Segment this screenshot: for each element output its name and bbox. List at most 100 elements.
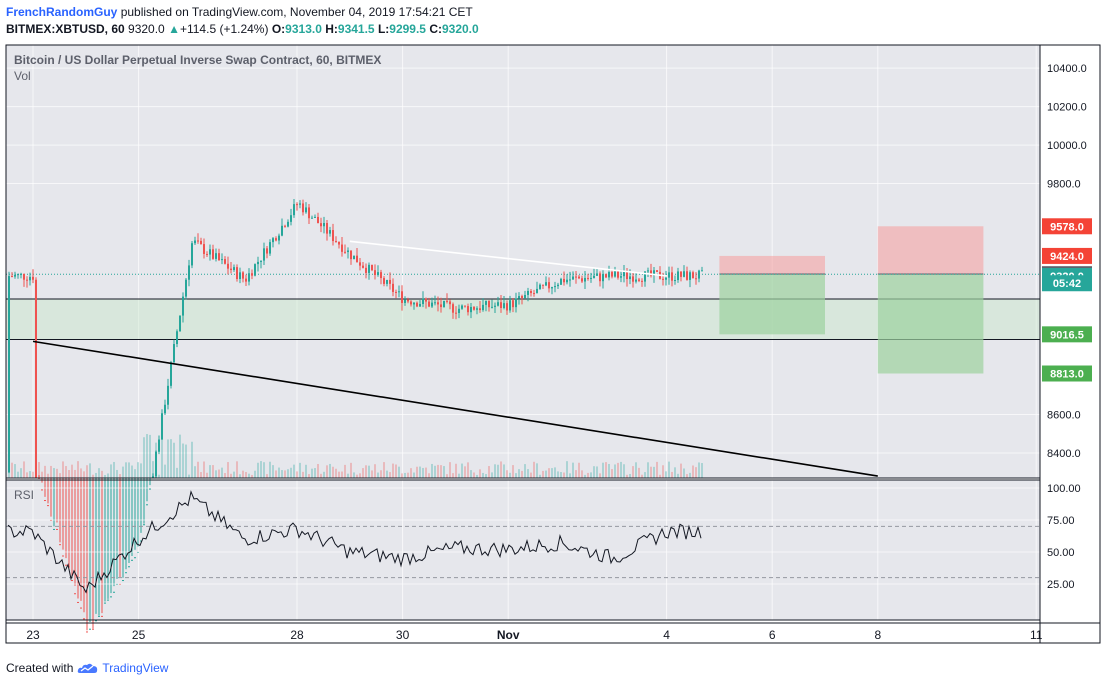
volume-bar	[452, 473, 454, 478]
volume-bar	[161, 439, 163, 478]
open-value: 9313.0	[285, 22, 322, 36]
candle-body	[164, 404, 166, 414]
price-tag-label: 8813.0	[1050, 369, 1084, 381]
candle-body	[11, 276, 13, 278]
volume-bar	[524, 464, 526, 478]
volume-bar	[353, 472, 355, 478]
price-tick-label: 8400.0	[1047, 448, 1081, 460]
low-value: 9299.5	[389, 22, 426, 36]
volume-bar	[461, 463, 463, 478]
volume-bar	[395, 464, 397, 478]
candle-body	[212, 249, 214, 259]
price-tag-label: 9016.5	[1050, 329, 1084, 341]
volume-bar	[77, 461, 79, 478]
candle-body	[617, 271, 619, 278]
volume-bar	[380, 470, 382, 478]
candle-body	[323, 223, 325, 227]
volume-bar	[341, 471, 343, 478]
volume-bar	[218, 469, 220, 478]
volume-bar	[362, 468, 364, 478]
volume-bar	[398, 466, 400, 478]
candle-body	[695, 278, 697, 280]
candle-body	[479, 308, 481, 311]
candle-body	[197, 240, 199, 242]
high-value: 9341.5	[337, 22, 375, 36]
candle-body	[575, 276, 577, 278]
volume-bar	[365, 465, 367, 478]
candle-body	[272, 238, 274, 243]
volume-bar	[194, 466, 196, 478]
price-tick-label: 10000.0	[1047, 140, 1087, 152]
candle-body	[392, 283, 394, 292]
candle-body	[542, 284, 544, 286]
candle-body	[59, 544, 61, 546]
trendline	[32, 340, 878, 477]
candle-body	[404, 299, 406, 303]
volume-bar	[263, 462, 265, 478]
candle-body	[209, 249, 211, 255]
candle-body	[608, 272, 610, 278]
volume-bar	[326, 465, 328, 478]
volume-bar	[626, 474, 628, 478]
volume-bar	[299, 462, 301, 478]
candle-body	[80, 607, 82, 609]
volume-bar	[560, 472, 562, 478]
volume-bar	[698, 462, 700, 478]
tradingview-logo[interactable]: TradingView	[77, 661, 168, 675]
volume-bar	[59, 473, 61, 478]
candle-body	[581, 278, 583, 282]
candle-body	[218, 253, 220, 261]
volume-bar	[506, 470, 508, 478]
volume-bar	[629, 473, 631, 478]
volume-bar	[230, 473, 232, 478]
price-chart[interactable]: 23 25 28 30 Nov 4 6 8 11 10400.0 10200.0 10000.0 980…	[0, 43, 1107, 653]
volume-bar	[179, 434, 181, 478]
candle-body	[650, 270, 652, 276]
volume-bar	[266, 474, 268, 478]
volume-bar	[611, 469, 613, 478]
volume-bar	[317, 463, 319, 478]
volume-bar	[557, 471, 559, 478]
candle-body	[572, 276, 574, 280]
volume-bar	[176, 467, 178, 478]
candle-body	[578, 276, 580, 279]
candle-body	[29, 276, 31, 281]
candle-body	[665, 277, 667, 280]
candle-body	[596, 273, 598, 276]
high-label: H:	[325, 22, 338, 36]
candle-body	[320, 223, 322, 227]
volume-bar	[311, 468, 313, 478]
volume-bar	[635, 462, 637, 478]
candle-body	[206, 253, 208, 255]
volume-bar	[143, 437, 145, 478]
candle-body	[125, 572, 127, 574]
volume-bar	[428, 473, 430, 478]
volume-bar	[599, 473, 601, 478]
volume-bar	[332, 466, 334, 478]
volume-bar	[305, 464, 307, 478]
volume-bar	[50, 465, 52, 478]
price-tag-stop	[1042, 218, 1092, 235]
candle-body	[611, 272, 613, 277]
rsi-tick-label: 100.00	[1047, 483, 1081, 495]
volume-bar	[323, 471, 325, 478]
candle-body	[641, 280, 643, 282]
volume-bar	[347, 473, 349, 478]
volume-bar	[239, 474, 241, 478]
candle-body	[701, 270, 703, 272]
candle-body	[338, 241, 340, 245]
volume-bar	[527, 469, 529, 478]
volume-bar	[122, 466, 124, 478]
candle-body	[65, 564, 67, 566]
volume-bar	[227, 462, 229, 478]
candle-body	[41, 489, 43, 491]
last-price: 9320.0	[128, 22, 165, 36]
author-link[interactable]: FrenchRandomGuy	[6, 5, 118, 19]
volume-bar	[113, 461, 115, 478]
volume-bar	[473, 472, 475, 478]
candle-body	[440, 304, 442, 308]
candle-body	[254, 264, 256, 276]
candle-body	[71, 580, 73, 582]
volume-bar	[278, 467, 280, 478]
candle-body	[176, 331, 178, 345]
